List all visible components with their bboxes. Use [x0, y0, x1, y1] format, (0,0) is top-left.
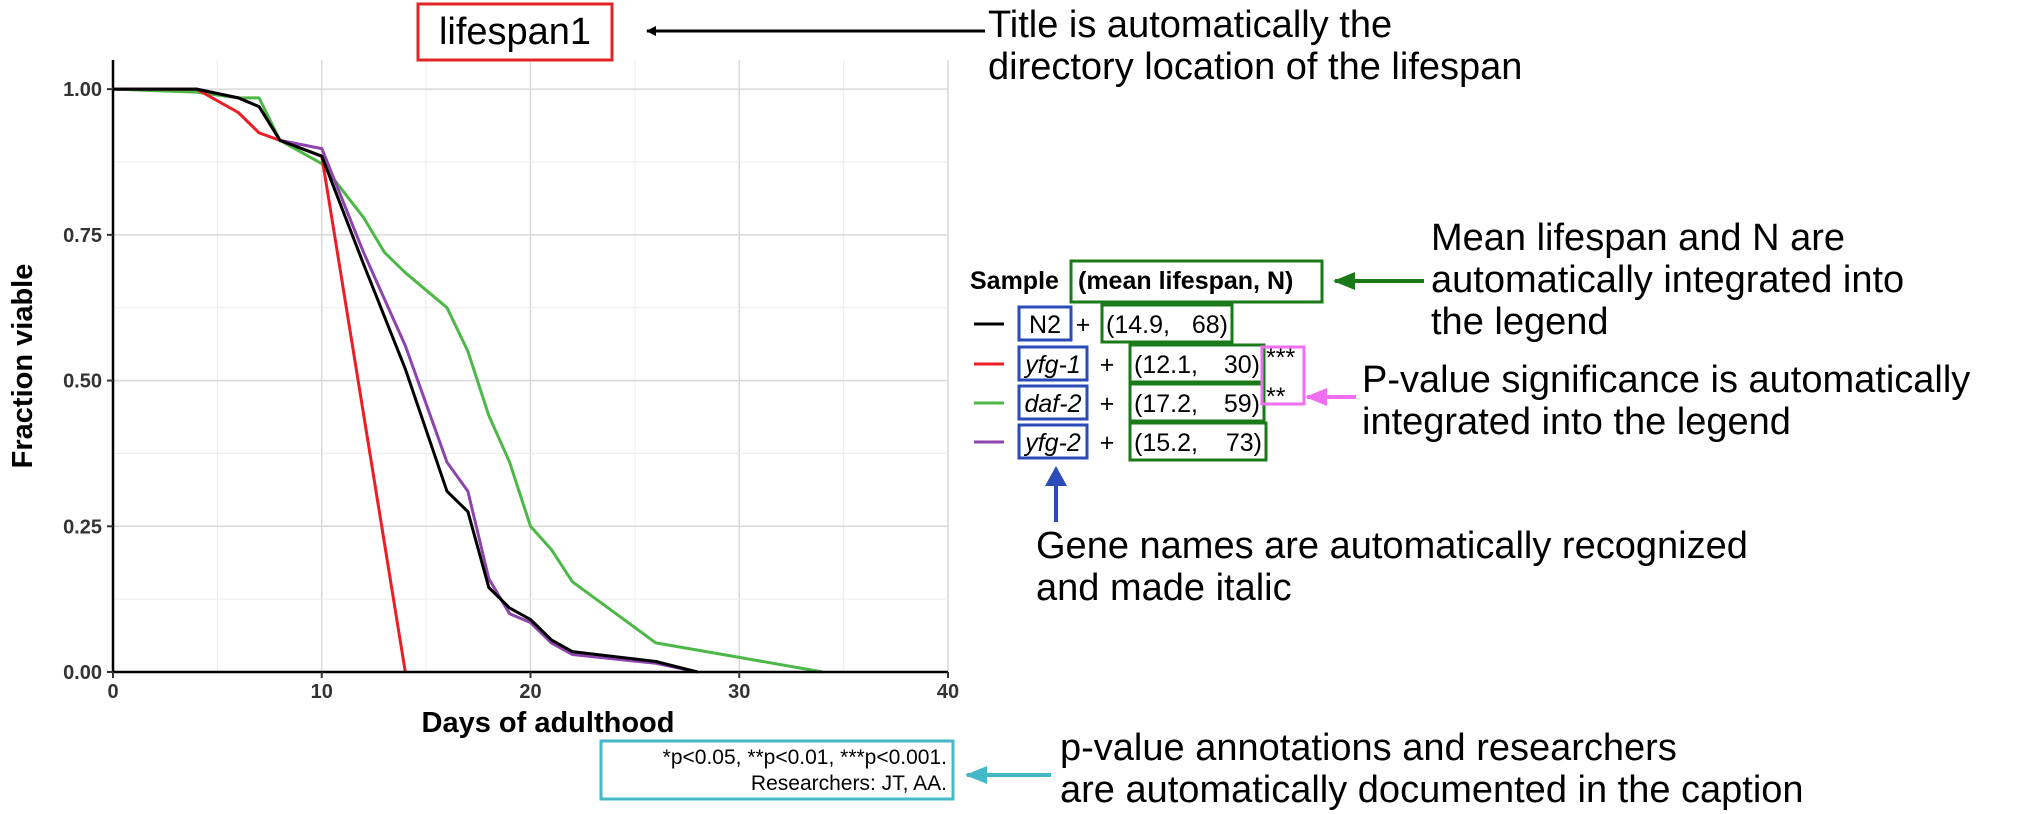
- legend-name-box: [1017, 384, 1089, 421]
- y-axis-title: Fraction viable: [7, 264, 39, 469]
- caption-box: [599, 739, 955, 801]
- y-tick-label: 0.00: [63, 662, 102, 684]
- legend-note-line-3: the legend: [1431, 301, 1609, 343]
- series-layer: [112, 87, 824, 674]
- pvalue-note-line-2: integrated into the legend: [1362, 401, 1791, 443]
- x-tick-label: 0: [107, 681, 118, 703]
- pvalue-note-line-1: P-value significance is automatically: [1362, 359, 1970, 401]
- legend-title-stats: (mean lifespan, N): [1078, 267, 1293, 295]
- legend-mean-lifespan: (12.1,: [1134, 351, 1198, 379]
- y-tick-label: 0.75: [63, 225, 102, 247]
- pvalue-box: [1260, 345, 1306, 406]
- title-note-line-2: directory location of the lifespan: [988, 46, 1522, 88]
- legend-item-yfg-1: yfg-1 + (12.1, 30) ***: [974, 343, 1295, 384]
- legend-series-name: yfg-2: [1023, 429, 1081, 457]
- gene-arrow-head: [1045, 466, 1067, 486]
- legend-plus: +: [1100, 390, 1115, 418]
- legend-series-name: daf-2: [1025, 390, 1082, 418]
- series-line-daf-2: [112, 87, 824, 674]
- series-line-n2: [113, 87, 698, 674]
- legend-name-box: [1017, 423, 1089, 460]
- chart-title: lifespan1: [439, 11, 591, 53]
- legend-series-name: N2: [1029, 311, 1061, 339]
- caption-line-1: *p<0.05, **p<0.01, ***p<0.001.: [663, 746, 947, 769]
- x-tick-label: 40: [937, 681, 959, 703]
- legend-significance: **: [1266, 383, 1286, 411]
- grid: [112, 60, 949, 673]
- legend-item-yfg-2: yfg-2 + (15.2, 73): [974, 421, 1268, 462]
- legend-stats-box: [1128, 421, 1268, 462]
- legend-significance: ***: [1266, 344, 1295, 372]
- legend-series-name: yfg-1: [1023, 351, 1081, 379]
- caption-note-line-1: p-value annotations and researchers: [1060, 727, 1677, 769]
- legend-sample-size: 30): [1224, 351, 1260, 379]
- legend-mean-lifespan: (17.2,: [1134, 390, 1198, 418]
- legend-item-daf-2: daf-2 + (17.2, 59) **: [974, 382, 1286, 423]
- legend-sample-size: 59): [1224, 390, 1260, 418]
- legend-note-line-2: automatically integrated into: [1431, 259, 1904, 301]
- ticks: 0 10 20 30 40 0.00 0.25 0.50 0.75 1.00: [63, 79, 959, 703]
- legend-plus: +: [1076, 311, 1091, 339]
- legend-rows: N2 + (14.9, 68) yfg-1 + (12.1, 30) *** daf-2 + (17.…: [974, 303, 1295, 462]
- x-axis-title: Days of adulthood: [422, 707, 675, 739]
- gene-note-line-1: Gene names are automatically recognized: [1036, 525, 1748, 567]
- y-tick-label: 1.00: [63, 79, 102, 101]
- legend-plus: +: [1100, 429, 1115, 457]
- legend-title-sample: Sample: [970, 267, 1059, 295]
- title-note-line-1: Title is automatically the: [988, 4, 1392, 46]
- legend-name-box: [1017, 305, 1073, 342]
- y-tick-label: 0.50: [63, 371, 102, 393]
- legend-note-line-1: Mean lifespan and N are: [1431, 217, 1845, 259]
- legend-sample-size: 73): [1226, 429, 1262, 457]
- legend: Sample (mean lifespan, N) N2 + (14.9, 68) yf…: [970, 259, 1324, 462]
- legend-sample-size: 68): [1192, 311, 1228, 339]
- caption-note-line-2: are automatically documented in the capt…: [1060, 769, 1804, 811]
- x-tick-label: 10: [311, 681, 333, 703]
- legend-mean-lifespan: (15.2,: [1134, 429, 1198, 457]
- legend-mean-lifespan: (14.9,: [1106, 311, 1170, 339]
- legend-stats-title-box: [1069, 259, 1324, 304]
- legend-stats-box: [1128, 343, 1266, 384]
- legend-name-box: [1017, 345, 1089, 382]
- y-tick-label: 0.25: [63, 516, 102, 538]
- gene-note-line-2: and made italic: [1036, 567, 1292, 609]
- legend-plus: +: [1100, 351, 1115, 379]
- legend-item-n2: N2 + (14.9, 68): [974, 303, 1234, 344]
- x-tick-label: 30: [728, 681, 750, 703]
- title-box: [416, 2, 614, 62]
- caption-line-2: Researchers: JT, AA.: [751, 772, 947, 795]
- legend-stats-box: [1100, 303, 1234, 344]
- x-tick-label: 20: [519, 681, 541, 703]
